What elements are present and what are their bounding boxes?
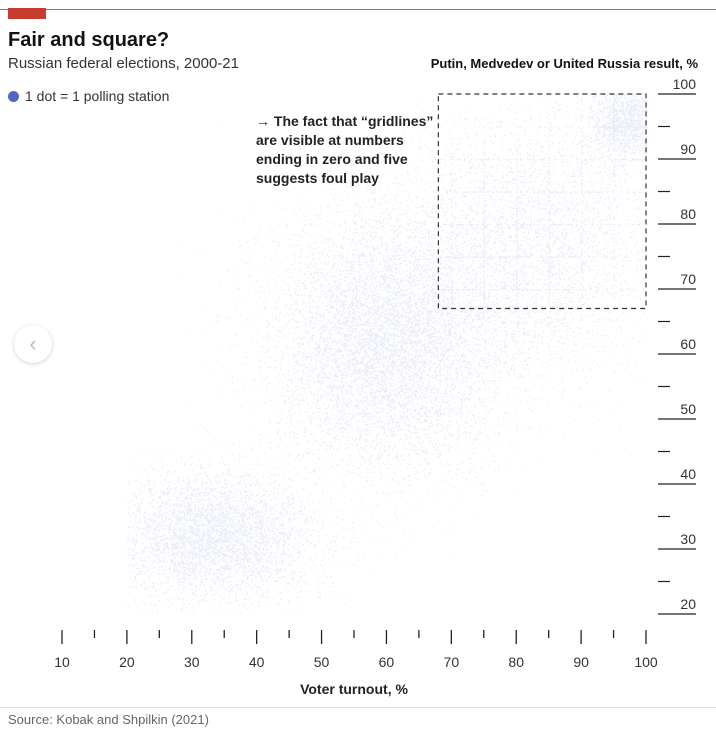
y-tick-label: 80 xyxy=(680,206,696,222)
footer-divider xyxy=(0,707,716,708)
y-tick-label: 70 xyxy=(680,271,696,287)
x-tick-label: 100 xyxy=(634,654,658,670)
chart-title: Fair and square? xyxy=(8,29,170,51)
x-tick-label: 60 xyxy=(379,654,395,670)
legend-label: 1 dot = 1 polling station xyxy=(25,88,170,104)
brand-tag xyxy=(8,8,46,19)
y-tick-label: 100 xyxy=(673,76,697,92)
highlight-box xyxy=(437,93,647,310)
annotation-text: → The fact that “gridlines” are visible … xyxy=(256,113,434,186)
x-tick-label: 80 xyxy=(508,654,524,670)
axes-layer: 10 20 30 40 50 60 70 80 90 100 Voter turnout, % 20 3… xyxy=(54,76,696,697)
source-note: Source: Kobak and Shpilkin (2021) xyxy=(8,712,209,727)
y-axis-title: Putin, Medvedev or United Russia result,… xyxy=(430,56,698,71)
y-tick-label: 20 xyxy=(680,596,696,612)
density-dots xyxy=(127,94,648,615)
x-tick-label: 40 xyxy=(249,654,265,670)
y-tick-label: 50 xyxy=(680,401,696,417)
previous-slide-button[interactable]: ‹ xyxy=(14,325,52,363)
dots-layer xyxy=(127,94,648,615)
x-tick-label: 90 xyxy=(573,654,589,670)
legend: 1 dot = 1 polling station xyxy=(8,88,169,104)
x-tick-label: 70 xyxy=(444,654,460,670)
legend-dot-icon xyxy=(8,90,19,102)
chart-subtitle: Russian federal elections, 2000-21 xyxy=(8,55,239,72)
x-tick-label: 10 xyxy=(54,654,70,670)
x-tick-label: 20 xyxy=(119,654,135,670)
y-tick-label: 40 xyxy=(680,466,696,482)
x-axis-title: Voter turnout, % xyxy=(300,681,408,697)
y-tick-label: 60 xyxy=(680,336,696,352)
y-tick-label: 90 xyxy=(680,141,696,157)
top-rule xyxy=(0,9,716,10)
x-tick-label: 30 xyxy=(184,654,200,670)
chevron-left-icon: ‹ xyxy=(29,331,37,356)
y-tick-label: 30 xyxy=(680,531,696,547)
x-tick-label: 50 xyxy=(314,654,330,670)
